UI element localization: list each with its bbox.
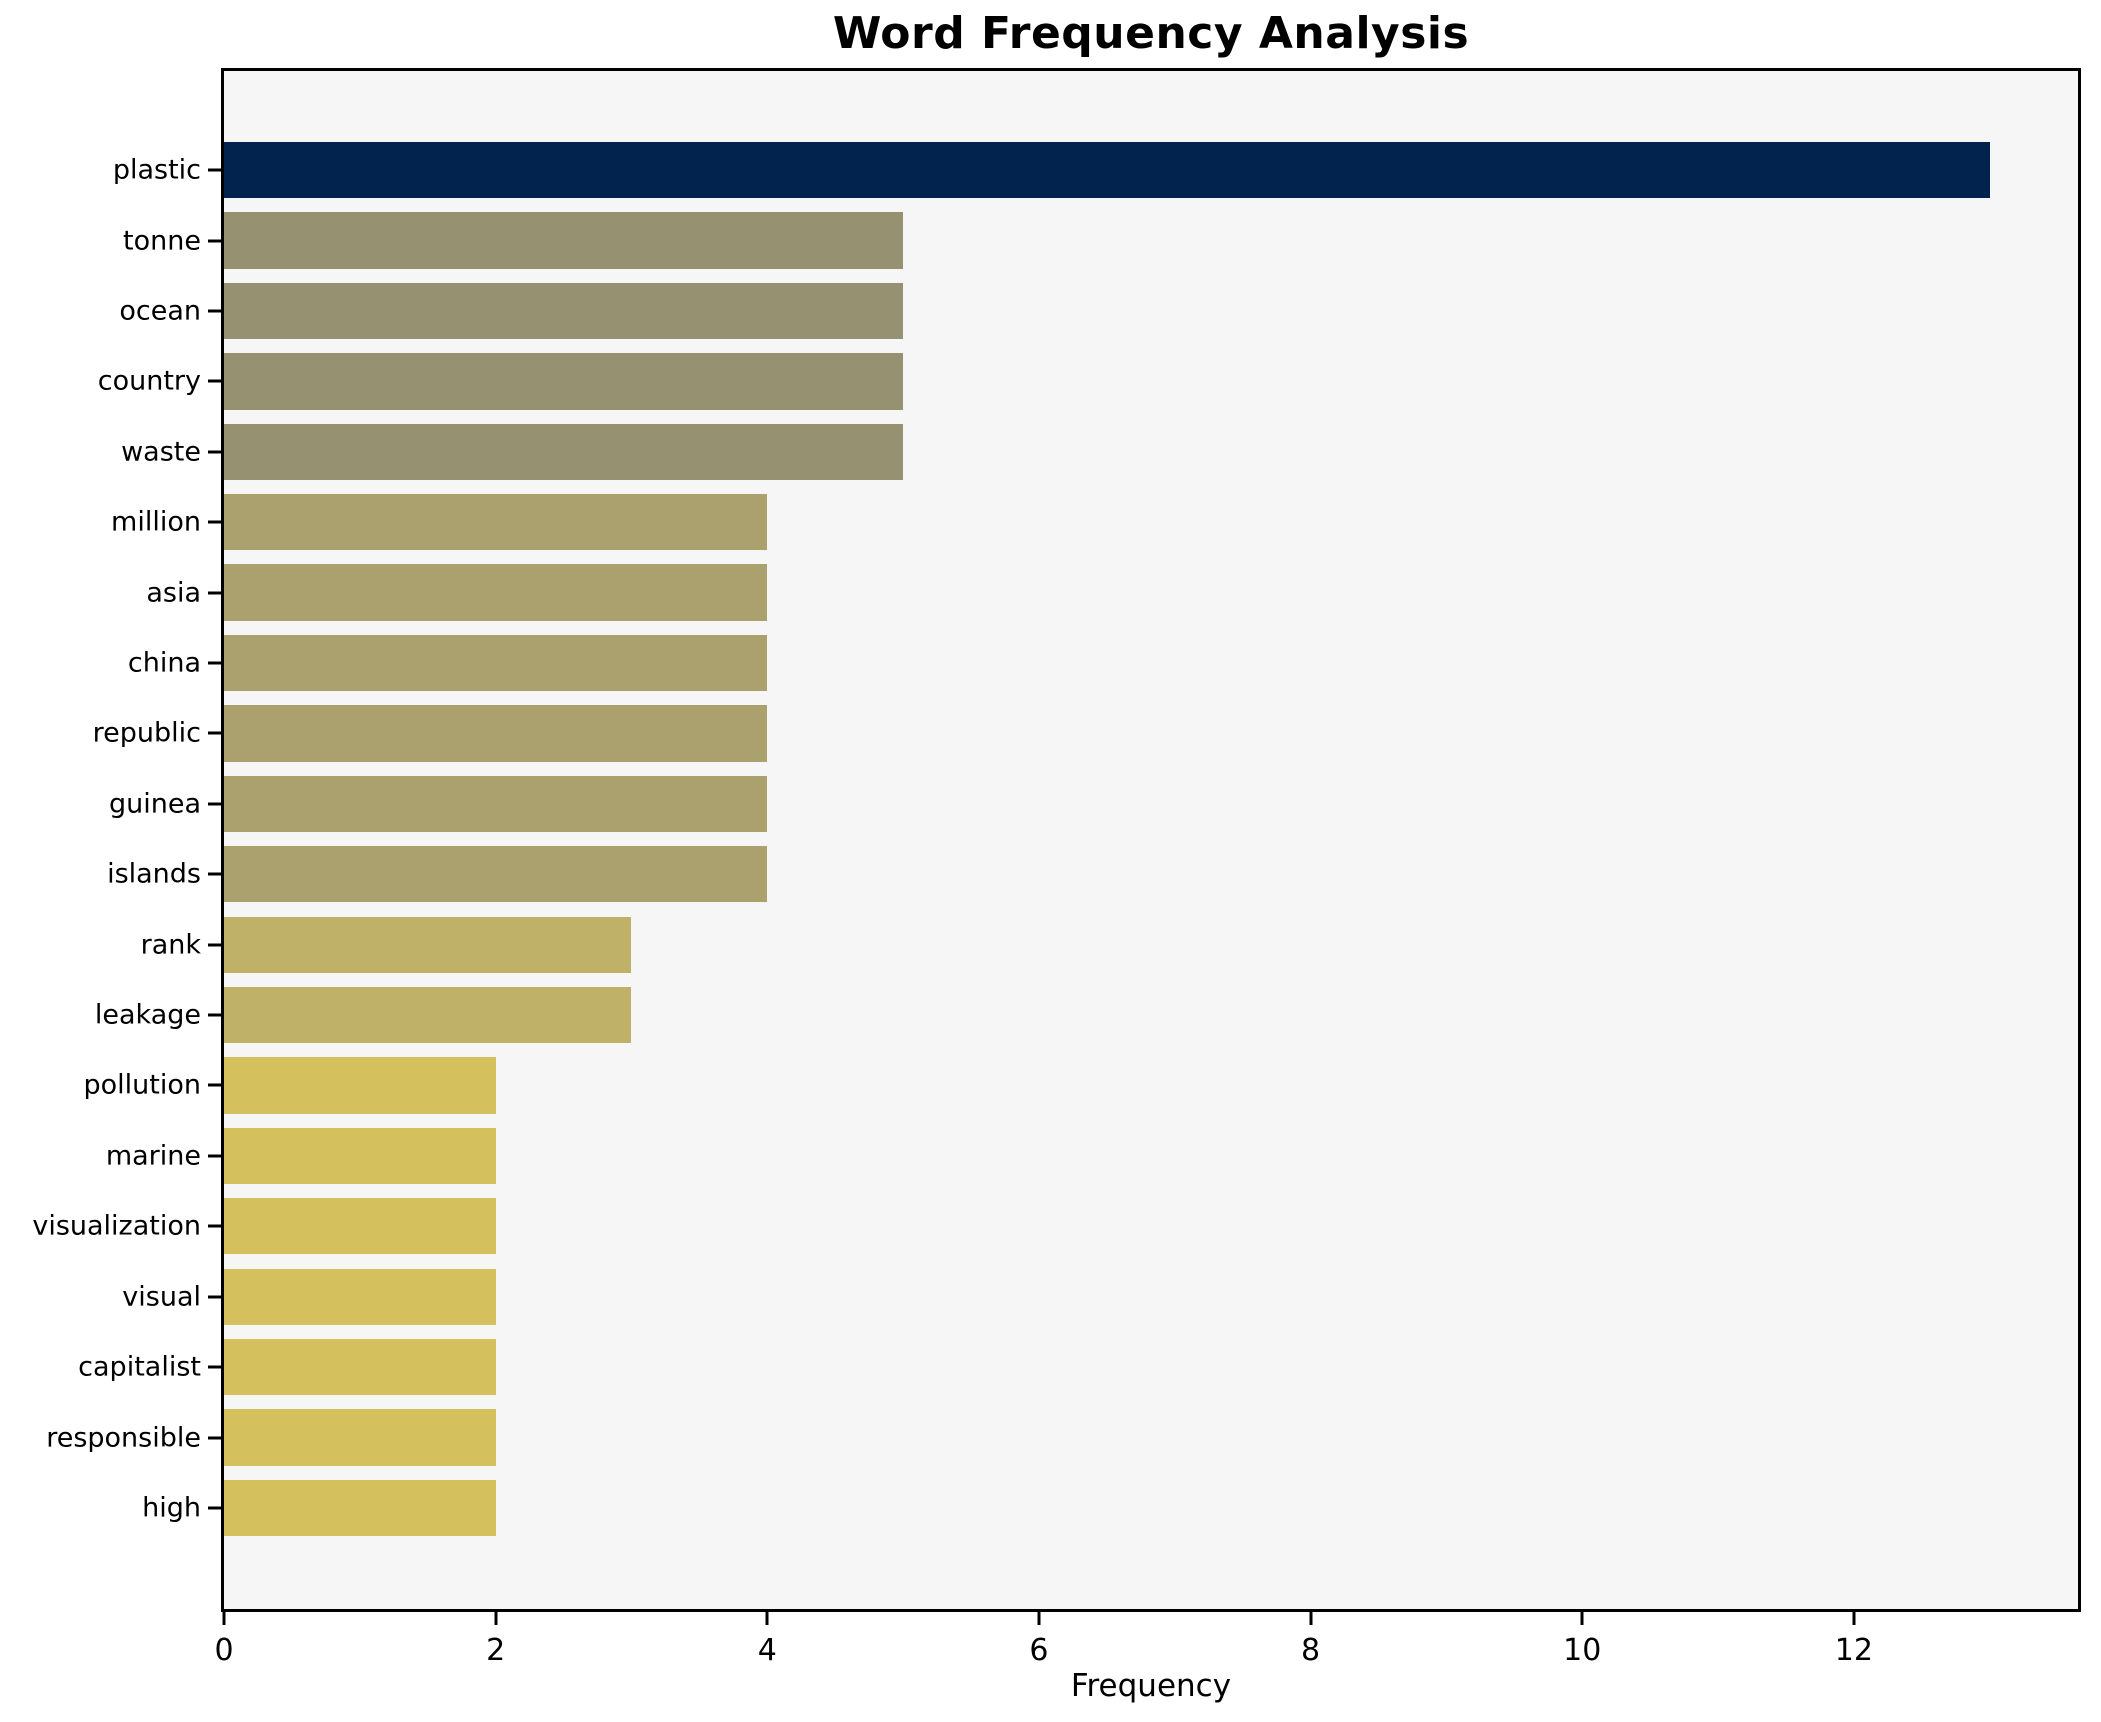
- y-tick-label: islands: [107, 858, 201, 890]
- bars-container: plastic tonne ocean country waste millio…: [32, 71, 2078, 1609]
- frequency-bar: [224, 1198, 496, 1255]
- bar-row: leakage: [95, 980, 2078, 1050]
- x-tick-label: 0: [214, 1633, 234, 1668]
- bar-row: republic: [93, 698, 2078, 768]
- x-tick-mark: [1037, 1612, 1041, 1625]
- bar-row: pollution: [84, 1050, 2078, 1120]
- y-tick-mark: [208, 731, 221, 735]
- x-tick-label: 2: [486, 1633, 506, 1668]
- y-tick-label: high: [142, 1492, 201, 1524]
- frequency-bar: [224, 846, 768, 903]
- x-tick-mark: [222, 1612, 226, 1625]
- y-tick-label: pollution: [83, 1069, 202, 1101]
- x-tick-label: 10: [1563, 1633, 1602, 1668]
- x-tick-label: 8: [1301, 1633, 1321, 1668]
- y-tick-mark: [208, 450, 221, 454]
- y-tick-mark: [208, 1154, 221, 1158]
- frequency-bar: [224, 1479, 496, 1537]
- bar-row: marine: [106, 1121, 2078, 1191]
- y-tick-mark: [208, 1365, 221, 1369]
- x-axis-label: Frequency: [1070, 1668, 1232, 1704]
- frequency-bar: [224, 916, 632, 973]
- plot-area: plastic tonne ocean country waste millio…: [32, 68, 2081, 1668]
- frequency-bar: [224, 1268, 496, 1325]
- y-tick-label: waste: [121, 436, 201, 468]
- y-tick-label: asia: [146, 577, 201, 609]
- bar-row: million: [111, 487, 2078, 557]
- bar-row: tonne: [123, 205, 2078, 275]
- chart-title: Word Frequency Analysis: [832, 8, 1470, 59]
- frequency-bar: [224, 1409, 496, 1466]
- bar-row: visualization: [32, 1191, 2078, 1261]
- y-tick-mark: [208, 1083, 221, 1087]
- y-tick-mark: [208, 520, 221, 524]
- y-tick-mark: [208, 1506, 221, 1510]
- y-tick-label: marine: [105, 1140, 201, 1172]
- frequency-bar: [224, 986, 632, 1044]
- y-tick-mark: [208, 1295, 221, 1299]
- frequency-bar: [224, 1057, 496, 1114]
- y-tick-mark: [208, 802, 221, 806]
- frequency-bar: [224, 353, 904, 410]
- frequency-bar: [224, 634, 768, 692]
- y-tick-label: republic: [92, 717, 201, 749]
- x-tick-mark: [494, 1612, 498, 1625]
- y-tick-label: plastic: [112, 154, 201, 186]
- x-tick-label: 6: [1029, 1633, 1049, 1668]
- y-tick-label: leakage: [94, 999, 201, 1031]
- frequency-bar: [224, 142, 1990, 199]
- frequency-bar: [224, 705, 768, 762]
- x-tick-label: 4: [757, 1633, 777, 1668]
- x-tick-mark: [1580, 1612, 1584, 1625]
- y-tick-label: ocean: [119, 295, 201, 327]
- frequency-bar: [224, 212, 904, 269]
- y-tick-label: visualization: [32, 1210, 201, 1242]
- frequency-bar: [224, 1127, 496, 1185]
- y-tick-mark: [208, 168, 221, 172]
- bar-row: ocean: [119, 276, 2078, 346]
- y-tick-label: tonne: [123, 225, 201, 257]
- x-tick-mark: [1852, 1612, 1856, 1625]
- y-tick-mark: [208, 379, 221, 383]
- x-tick-label: 12: [1834, 1633, 1873, 1668]
- y-tick-mark: [208, 591, 221, 595]
- bar-row: plastic: [113, 135, 2078, 205]
- y-tick-mark: [208, 239, 221, 243]
- bar-row: waste: [121, 417, 2078, 487]
- y-tick-mark: [208, 661, 221, 665]
- y-tick-mark: [208, 872, 221, 876]
- x-tick-mark: [1309, 1612, 1313, 1625]
- y-tick-label: country: [97, 365, 201, 397]
- y-tick-mark: [208, 309, 221, 313]
- bar-row: country: [98, 346, 2078, 416]
- y-tick-label: rank: [140, 929, 201, 961]
- y-tick-label: guinea: [108, 788, 201, 820]
- y-tick-mark: [208, 1224, 221, 1228]
- y-tick-mark: [208, 1013, 221, 1017]
- bar-row: visual: [122, 1262, 2078, 1332]
- frequency-bar: [224, 423, 904, 480]
- frequency-bar: [224, 494, 768, 551]
- bar-row: capitalist: [78, 1332, 2078, 1402]
- frequency-bar: [224, 1338, 496, 1396]
- bar-row: guinea: [109, 769, 2078, 839]
- bar-row: high: [142, 1473, 2078, 1543]
- y-tick-label: china: [127, 647, 201, 679]
- bar-row: asia: [146, 557, 2078, 627]
- frequency-bar: [224, 282, 904, 340]
- y-tick-mark: [208, 1436, 221, 1440]
- y-tick-label: million: [111, 506, 201, 538]
- frequency-bar: [224, 775, 768, 833]
- y-tick-label: responsible: [46, 1422, 201, 1454]
- bar-row: responsible: [46, 1402, 2078, 1472]
- y-tick-label: visual: [122, 1281, 201, 1313]
- y-tick-label: capitalist: [78, 1351, 201, 1383]
- bar-row: islands: [107, 839, 2078, 909]
- frequency-bar: [224, 564, 768, 621]
- bar-row: rank: [141, 909, 2078, 979]
- y-tick-mark: [208, 943, 221, 947]
- x-tick-mark: [765, 1612, 769, 1625]
- bar-row: china: [128, 628, 2078, 698]
